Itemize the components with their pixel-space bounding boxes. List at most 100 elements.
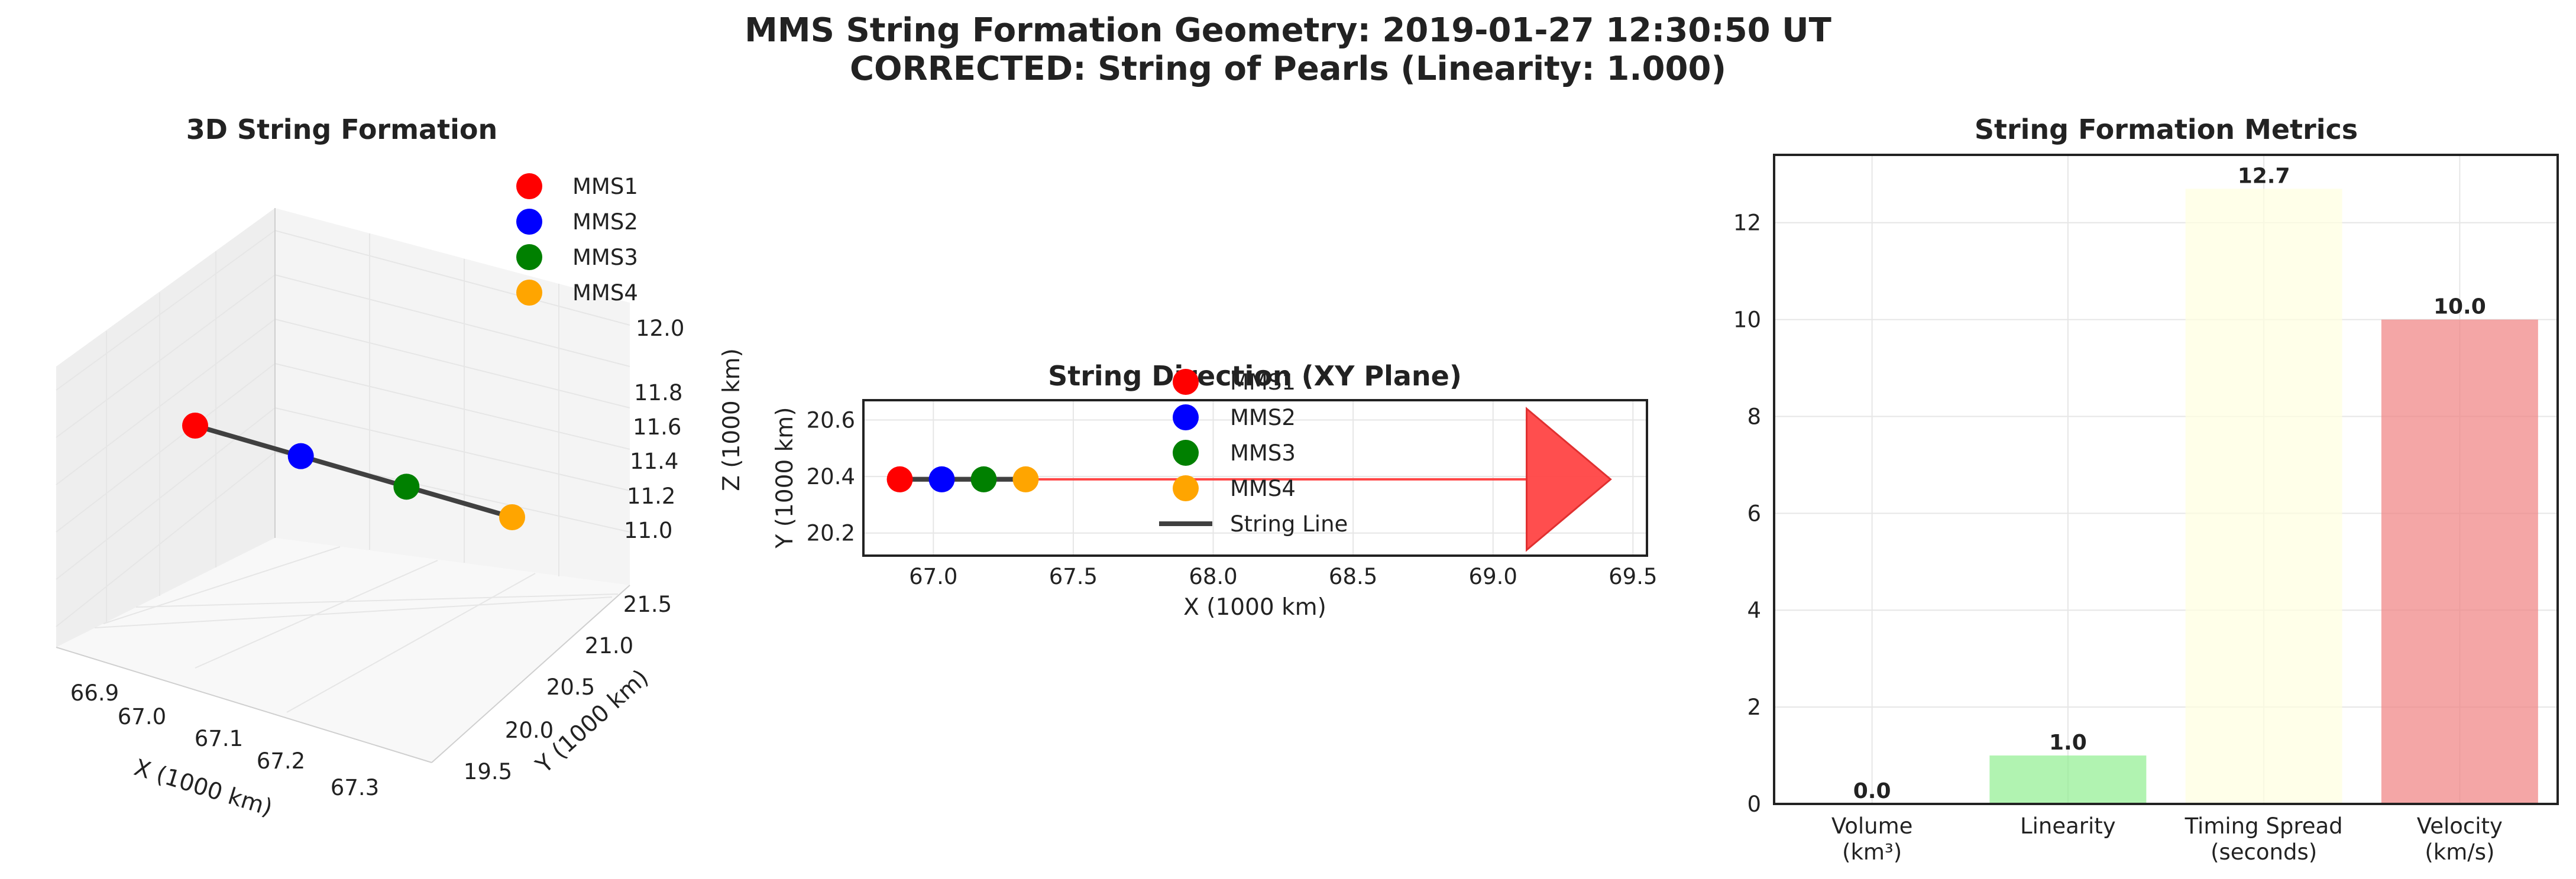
bar-y-tick-label: 10 <box>1733 307 1761 333</box>
bar-value-label: 10.0 <box>2433 295 2486 319</box>
xy-x-tick-label: 67.5 <box>1049 564 1098 589</box>
legend-marker-xy-mms2 <box>1173 404 1199 430</box>
xy-x-tick-label: 69.0 <box>1469 564 1517 589</box>
y-tick-3d: 20.5 <box>546 674 595 700</box>
legend-marker-xy-mms3 <box>1173 440 1199 466</box>
z-tick-3d: 11.6 <box>633 414 681 440</box>
legend-label-mms2: MMS2 <box>572 209 638 235</box>
xy-data-marks <box>886 407 1612 552</box>
xy-x-ticks: 67.0 67.5 68.0 68.5 69.0 69.5 <box>909 564 1657 589</box>
legend-marker-mms1 <box>516 173 542 199</box>
bar-y-tick-label: 12 <box>1733 210 1761 236</box>
x-tick-3d: 67.2 <box>257 748 305 774</box>
z-axis-label-3d: Z (1000 km) <box>719 348 745 491</box>
bar-category-label: Linearity <box>2020 813 2116 839</box>
point-3d-mms2 <box>287 443 314 469</box>
legend-label-xy-mms1: MMS1 <box>1230 369 1296 395</box>
pane-floor <box>56 538 630 763</box>
legend-label-xy-mms2: MMS2 <box>1230 405 1296 430</box>
x-tick-3d: 67.3 <box>331 775 379 800</box>
legend-3d: MMS1 MMS2 MMS3 MMS4 <box>516 173 638 306</box>
z-tick-3d: 11.2 <box>627 484 675 509</box>
bar-y-tick-label: 4 <box>1747 598 1761 623</box>
y-tick-3d: 21.5 <box>623 592 672 617</box>
z-tick-3d: 12.0 <box>636 316 684 341</box>
y-tick-3d: 21.0 <box>585 633 633 659</box>
legend-marker-mms2 <box>516 209 542 235</box>
legend-label-mms1: MMS1 <box>572 174 638 199</box>
point-3d-mms3 <box>393 473 420 500</box>
xy-x-tick-label: 68.5 <box>1329 564 1377 589</box>
xy-x-tick-label: 69.5 <box>1609 564 1657 589</box>
legend-marker-xy-mms1 <box>1173 369 1199 395</box>
y-tick-3d: 19.5 <box>464 759 512 784</box>
panel-string-formation-metrics: String Formation Metrics 0.01.012.710.0 … <box>1733 113 2559 865</box>
bar-value-label: 0.0 <box>1853 779 1891 803</box>
point-xy-mms1 <box>886 466 913 492</box>
x-axis-ticks-3d: 66.967.0 67.1 67.2 67.3 <box>70 680 379 800</box>
legend-label-mms4: MMS4 <box>572 280 638 306</box>
bar-y-tick-label: 2 <box>1747 695 1761 720</box>
y-axis-ticks-3d: 19.5 20.0 20.5 21.0 21.5 <box>464 592 672 784</box>
bar-category-label: Timing Spread (seconds) <box>2185 813 2343 865</box>
x-tick-3d: 66.9 <box>70 680 119 706</box>
x-axis-label-3d: X (1000 km) <box>131 754 275 822</box>
panel-3d-string-formation: 3D String Formation <box>56 113 745 822</box>
bar-value-label: 12.7 <box>2238 164 2290 188</box>
point-xy-mms2 <box>928 466 955 492</box>
legend-label-xy-mms3: MMS3 <box>1230 440 1296 466</box>
xy-y-tick-label: 20.2 <box>807 521 855 546</box>
direction-arrow-head <box>1526 407 1612 552</box>
pane-gridlines <box>56 230 630 713</box>
xy-plot-frame <box>862 399 1648 557</box>
legend-label-xy-string-line: String Line <box>1230 511 1348 537</box>
bar-x-ticks: Volume (km³) Linearity Timing Spread (second… <box>1831 813 2503 865</box>
y-tick-3d: 20.0 <box>505 718 554 743</box>
legend-marker-mms3 <box>516 244 542 270</box>
bar-marks: 0.0 1.0 12.7 10.0 <box>1853 164 2538 805</box>
point-xy-mms3 <box>970 466 997 492</box>
panel-xy-string-direction: 67.0 67.5 68.0 68.5 69.0 69.5 20.2 20.4 20.6 St… <box>772 360 1658 621</box>
xy-y-tick-label: 20.4 <box>807 464 855 489</box>
z-tick-3d: 11.8 <box>634 380 682 406</box>
point-3d-mms4 <box>499 504 525 530</box>
figure-title-line1: MMS String Formation Geometry: 2019-01-2… <box>745 11 1831 50</box>
z-axis-ticks-3d: 11.0 11.2 11.4 11.6 11.8 12.0 <box>624 316 684 543</box>
xy-x-tick-label: 67.0 <box>909 564 957 589</box>
xy-y-ticks: 20.2 20.4 20.6 <box>807 407 855 546</box>
string-line-3d <box>194 423 513 520</box>
bar-y-tick-label: 6 <box>1747 501 1761 526</box>
legend-label-mms3: MMS3 <box>572 245 638 270</box>
point-3d-mms1 <box>182 413 208 439</box>
xy-x-axis-label: X (1000 km) <box>1183 594 1326 621</box>
xy-x-tick-label: 68.0 <box>1189 564 1237 589</box>
z-tick-3d: 11.0 <box>624 518 672 543</box>
data-marks-3d <box>182 413 525 530</box>
figure-title-line2: CORRECTED: String of Pearls (Linearity: … <box>850 50 1726 88</box>
bar-y-tick-label: 0 <box>1747 792 1761 817</box>
bar-2 <box>2185 189 2342 805</box>
legend-marker-mms4 <box>516 280 542 306</box>
bar-panel-title: String Formation Metrics <box>1975 113 2358 145</box>
xy-y-tick-label: 20.6 <box>807 407 855 433</box>
xy-y-axis-label: Y (1000 km) <box>772 407 798 549</box>
x-tick-3d: 67.1 <box>195 726 243 751</box>
bar-plot-frame <box>1773 154 2559 805</box>
point-xy-mms4 <box>1012 466 1039 492</box>
bar-3 <box>2381 319 2538 804</box>
xy-panel-title: String Direction (XY Plane) <box>1048 360 1462 392</box>
pane-back <box>275 208 630 585</box>
legend-label-xy-mms4: MMS4 <box>1230 476 1296 501</box>
bar-y-ticks: 0 2 4 6 8 10 12 <box>1733 210 1761 817</box>
pane-left <box>56 208 275 647</box>
bar-value-label: 1.0 <box>2049 731 2087 755</box>
legend-marker-xy-mms4 <box>1173 475 1199 501</box>
panel-3d-title: 3D String Formation <box>186 113 497 145</box>
x-tick-3d: 67.0 <box>118 704 166 729</box>
bar-category-label: Volume (km³) <box>1831 813 1913 865</box>
xy-legend: MMS1 MMS2 MMS3 MMS4 String Line <box>1159 369 1348 537</box>
bar-category-label: Velocity (km/s) <box>2417 813 2503 865</box>
z-tick-3d: 11.4 <box>630 449 678 474</box>
bar-1 <box>1989 755 2147 804</box>
